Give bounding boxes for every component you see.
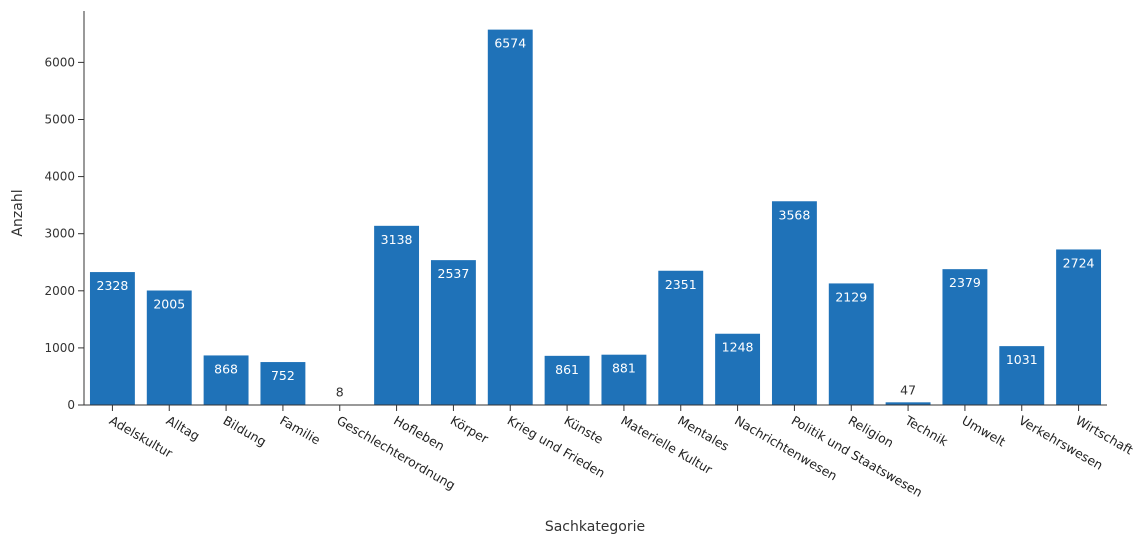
x-tick-label: Körper: [448, 413, 492, 447]
bar-value-label: 1248: [722, 340, 754, 355]
x-tick-label: Familie: [277, 413, 323, 448]
y-tick-label: 0: [67, 398, 75, 412]
x-tick-label: Alltag: [164, 413, 203, 444]
x-axis-title: Sachkategorie: [545, 519, 645, 535]
bar: [487, 29, 533, 406]
bar: [544, 355, 590, 405]
bar-value-label: 881: [612, 361, 636, 376]
bar: [374, 225, 420, 405]
bar-value-label: 3568: [779, 207, 811, 222]
bar: [1056, 249, 1102, 405]
y-tick-label: 4000: [44, 170, 75, 184]
bar: [771, 201, 817, 405]
x-tick-label: Künste: [562, 413, 607, 447]
bar-value-label: 1031: [1006, 352, 1038, 367]
bar: [715, 333, 761, 405]
bar: [430, 260, 476, 405]
bar: [601, 354, 647, 405]
x-tick-label: Nachrichtenwesen: [732, 413, 840, 484]
bar-value-label: 2005: [153, 297, 185, 312]
bar: [885, 402, 931, 405]
bar: [658, 270, 704, 405]
bar-value-label: 3138: [381, 232, 413, 247]
y-tick-label: 3000: [44, 227, 75, 241]
bar-value-label: 6574: [494, 36, 526, 51]
bar-value-label: 2379: [949, 275, 981, 290]
y-tick-label: 1000: [44, 341, 75, 355]
x-tick-label: Technik: [902, 412, 951, 449]
bar-value-label: 2537: [438, 266, 470, 281]
bar: [942, 269, 988, 405]
y-axis-title: Anzahl: [10, 189, 26, 236]
bar: [203, 355, 249, 405]
x-tick-label: Adelskultur: [107, 413, 176, 461]
x-tick-label: Bildung: [221, 413, 269, 450]
bar: [89, 272, 135, 405]
bar-value-label: 752: [271, 368, 295, 383]
bar-value-label: 861: [555, 362, 579, 377]
bar: [260, 362, 306, 405]
bar-value-label: 2351: [665, 277, 697, 292]
x-tick-label: Krieg und Frieden: [505, 413, 608, 481]
bars-layer: [89, 29, 1102, 406]
x-tick-label: Umwelt: [959, 413, 1008, 450]
y-tick-label: 2000: [44, 284, 75, 298]
bar-value-label: 47: [900, 382, 916, 397]
data-labels-layer: 2328 2005 868 752 8 3138 2537 6574 861 881 2351 124…: [97, 36, 1095, 400]
bar-value-label: 2724: [1063, 255, 1095, 270]
bar-value-label: 8: [336, 385, 344, 400]
bar-value-label: 2328: [97, 278, 129, 293]
bar: [146, 290, 192, 405]
y-axis: 0 1000 2000 3000 4000 5000 6000: [44, 11, 85, 412]
bar: [828, 283, 874, 405]
bar-value-label: 2129: [835, 289, 867, 304]
bar: [999, 346, 1045, 405]
y-tick-label: 6000: [44, 55, 75, 69]
bar-value-label: 868: [214, 361, 238, 376]
y-tick-label: 5000: [44, 112, 75, 126]
